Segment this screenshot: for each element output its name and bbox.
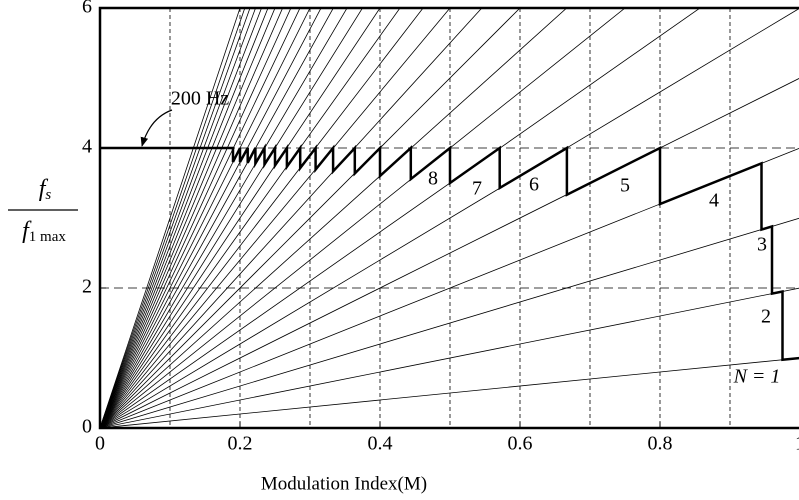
plot-lines bbox=[100, 8, 799, 428]
series-line bbox=[100, 8, 292, 428]
x-tick-label: 0 bbox=[95, 433, 105, 455]
y-label-symbol: f bbox=[22, 218, 32, 244]
series-line bbox=[100, 8, 246, 428]
series-line bbox=[100, 8, 348, 428]
x-tick-label: 1 bbox=[795, 433, 799, 455]
series-line bbox=[100, 8, 626, 428]
segment-label: 8 bbox=[428, 168, 438, 190]
series-line bbox=[100, 287, 799, 428]
series-line bbox=[100, 8, 334, 428]
y-tick-label: 4 bbox=[82, 136, 92, 158]
series-line bbox=[100, 78, 799, 428]
x-tick-label: 0.6 bbox=[508, 433, 533, 455]
y-label-subscript: 1 max bbox=[29, 229, 67, 245]
series-line bbox=[100, 8, 311, 428]
series-line bbox=[100, 8, 256, 428]
series-line bbox=[100, 8, 363, 428]
y-axis-numerator: fs bbox=[39, 176, 52, 204]
series-line bbox=[100, 8, 251, 428]
series-line bbox=[100, 8, 284, 428]
y-label-symbol: f bbox=[39, 176, 49, 202]
segment-label: N = 1 bbox=[733, 366, 781, 388]
x-tick-label: 0.4 bbox=[368, 433, 393, 455]
y-tick-label: 2 bbox=[82, 276, 92, 298]
annotation-arrow bbox=[140, 109, 173, 147]
segment-label: 7 bbox=[472, 178, 482, 200]
segment-label: 2 bbox=[761, 306, 771, 328]
series-line bbox=[100, 8, 262, 428]
series-line bbox=[100, 147, 799, 428]
x-tick-label: 0.8 bbox=[648, 433, 673, 455]
x-axis-label: Modulation Index(M) bbox=[261, 473, 427, 494]
y-label-subscript: s bbox=[45, 187, 51, 203]
series-line bbox=[100, 8, 483, 428]
series-line bbox=[100, 8, 451, 428]
series-line bbox=[100, 8, 799, 428]
series-line bbox=[100, 8, 401, 428]
y-axis-denominator: f1 max bbox=[22, 218, 66, 246]
plot-frame bbox=[98, 6, 799, 430]
series-line bbox=[100, 8, 269, 428]
y-tick-label: 6 bbox=[82, 0, 92, 18]
y-tick-label: 0 bbox=[82, 416, 92, 438]
annotation: 200 Hz bbox=[171, 88, 229, 110]
segment-label: 5 bbox=[620, 175, 630, 197]
series-line bbox=[100, 8, 301, 428]
series-line bbox=[100, 8, 701, 428]
series-line bbox=[100, 217, 799, 428]
segment-label: 4 bbox=[709, 190, 719, 212]
series-line bbox=[100, 8, 241, 428]
x-tick-label: 0.2 bbox=[228, 433, 253, 455]
series-line bbox=[100, 8, 276, 428]
series-line bbox=[100, 143, 799, 362]
series-line bbox=[100, 8, 424, 428]
series-line bbox=[100, 8, 568, 428]
segment-label: 6 bbox=[529, 174, 539, 196]
series-line bbox=[100, 8, 322, 428]
series-line bbox=[100, 357, 799, 428]
series-line bbox=[100, 8, 521, 428]
segment-label: 3 bbox=[757, 234, 767, 256]
series-line bbox=[100, 8, 381, 428]
